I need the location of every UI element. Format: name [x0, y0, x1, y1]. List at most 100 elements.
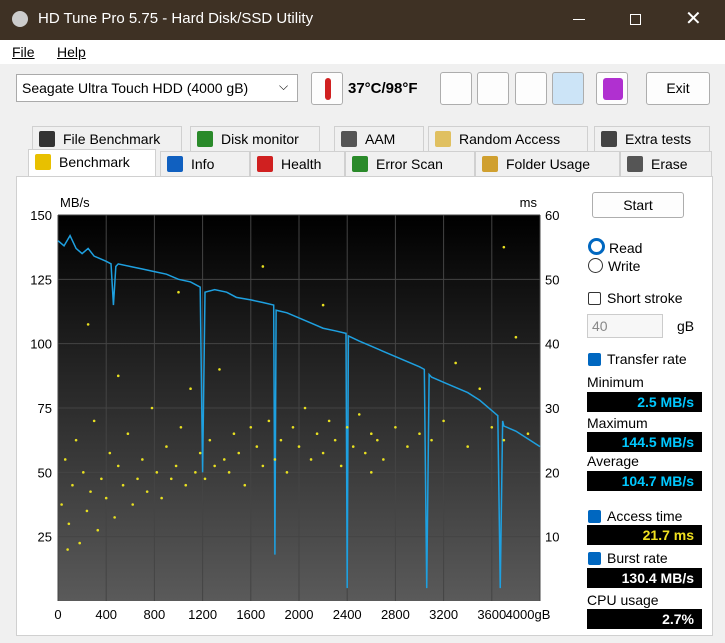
access-time-point [169, 477, 173, 481]
menu-help[interactable]: Help [57, 44, 86, 60]
tab[interactable]: File Benchmark [32, 126, 182, 151]
read-radio[interactable]: Read [588, 238, 642, 256]
access-time-point [442, 419, 445, 423]
title-bar: HD Tune Pro 5.75 - Hard Disk/SSD Utility… [0, 0, 725, 40]
tab-label: AAM [365, 131, 396, 147]
write-radio[interactable]: Write [588, 258, 640, 274]
x-tick-label: 800 [144, 607, 166, 622]
tab[interactable]: AAM [334, 126, 424, 151]
options-button[interactable] [552, 72, 584, 105]
access-time-point [113, 516, 116, 519]
tab[interactable]: Random Access [428, 126, 588, 151]
tab-label: Error Scan [376, 156, 443, 172]
tab[interactable]: Erase [620, 151, 712, 176]
access-time-point [370, 432, 373, 436]
access-time-point [60, 503, 63, 506]
start-button[interactable]: Start [592, 192, 684, 218]
access-time-point [116, 374, 120, 378]
access-time-point [243, 483, 247, 487]
access-time-point [89, 490, 92, 493]
short-stroke-check[interactable]: Short stroke [588, 290, 682, 306]
access-time-point [363, 451, 367, 455]
access-time-point [86, 323, 90, 326]
y-tick-label: 100 [30, 337, 52, 352]
access-time-point [514, 335, 518, 339]
access-time-point [222, 458, 226, 461]
x-tick-label: 1600 [236, 607, 265, 622]
access-time-point [198, 451, 202, 455]
access-time-point [297, 445, 301, 448]
y2-tick-label: 50 [545, 272, 559, 287]
access-time-point [382, 458, 385, 461]
access-time-point [85, 509, 89, 513]
burst-rate-check[interactable]: Burst rate [588, 550, 668, 566]
minimize-button[interactable] [573, 19, 585, 20]
stroke-input[interactable]: 40 [587, 314, 663, 338]
tab[interactable]: Health [250, 151, 345, 176]
y2-tick-label: 40 [545, 337, 559, 352]
exit-button[interactable]: Exit [646, 72, 710, 105]
access-time-point [126, 432, 130, 436]
access-time-point [96, 528, 100, 532]
tab-label: Extra tests [625, 131, 692, 147]
access-time-point [430, 438, 433, 442]
access-time-point [273, 458, 277, 461]
tab[interactable]: Folder Usage [475, 151, 620, 176]
stroke-unit: gB [677, 318, 695, 334]
access-time-point [261, 265, 265, 268]
access-time-check[interactable]: Access time [588, 508, 682, 524]
save-button[interactable] [596, 72, 628, 105]
access-time-point [315, 432, 319, 436]
tab-label: Info [191, 156, 215, 172]
access-time-point [104, 496, 108, 500]
copy-button[interactable] [440, 72, 472, 105]
maximize-button[interactable] [630, 14, 641, 25]
access-time-point [194, 471, 197, 474]
access-time-point [174, 464, 178, 468]
access-time-point [376, 438, 379, 442]
access-time-point [67, 522, 71, 526]
access-time-point [179, 426, 183, 429]
tab[interactable]: Extra tests [594, 126, 710, 151]
access-time-point [279, 438, 283, 442]
y-tick-label: 125 [30, 272, 52, 287]
cpu-label: CPU usage [587, 592, 659, 608]
access-time-point [309, 458, 313, 461]
access-time-point [345, 426, 349, 429]
close-button[interactable]: ✕ [685, 8, 702, 30]
access-time-point [82, 471, 85, 474]
access-time-point [237, 451, 241, 455]
tab[interactable]: Info [160, 151, 250, 176]
tab-label: Disk monitor [221, 131, 299, 147]
access-time-label: Access time [607, 508, 683, 524]
access-time-point [351, 445, 355, 448]
access-time-point [66, 548, 69, 551]
drive-select[interactable]: Seagate Ultra Touch HDD (4000 gB) ⌵ [16, 74, 298, 102]
access-time-point [227, 471, 231, 474]
screenshot-button[interactable] [515, 72, 547, 105]
access-time-point [177, 290, 180, 294]
x-tick-label: 2400 [333, 607, 362, 622]
y-tick-label: 25 [38, 530, 52, 545]
tab-label: File Benchmark [63, 131, 161, 147]
access-time-point [255, 445, 259, 448]
short-stroke-label: Short stroke [607, 290, 683, 306]
access-time-point [232, 432, 236, 436]
average-label: Average [587, 453, 639, 469]
tab[interactable]: Disk monitor [190, 126, 320, 151]
menu-file[interactable]: File [12, 44, 35, 60]
minimum-value: 2.5 MB/s [587, 392, 702, 412]
access-time-point [74, 438, 78, 442]
tab-label: Folder Usage [506, 156, 591, 172]
tab[interactable]: Error Scan [345, 151, 475, 176]
access-time-point [394, 426, 397, 429]
transfer-rate-check[interactable]: Transfer rate [588, 351, 687, 367]
copy-all-button[interactable] [477, 72, 509, 105]
tab-selected[interactable]: Benchmark [28, 149, 156, 177]
access-time-point [208, 438, 212, 442]
minimum-label: Minimum [587, 374, 644, 390]
access-time-point [502, 245, 506, 249]
average-value: 104.7 MB/s [587, 471, 702, 491]
access-time-point [303, 406, 307, 410]
write-label: Write [608, 258, 641, 274]
